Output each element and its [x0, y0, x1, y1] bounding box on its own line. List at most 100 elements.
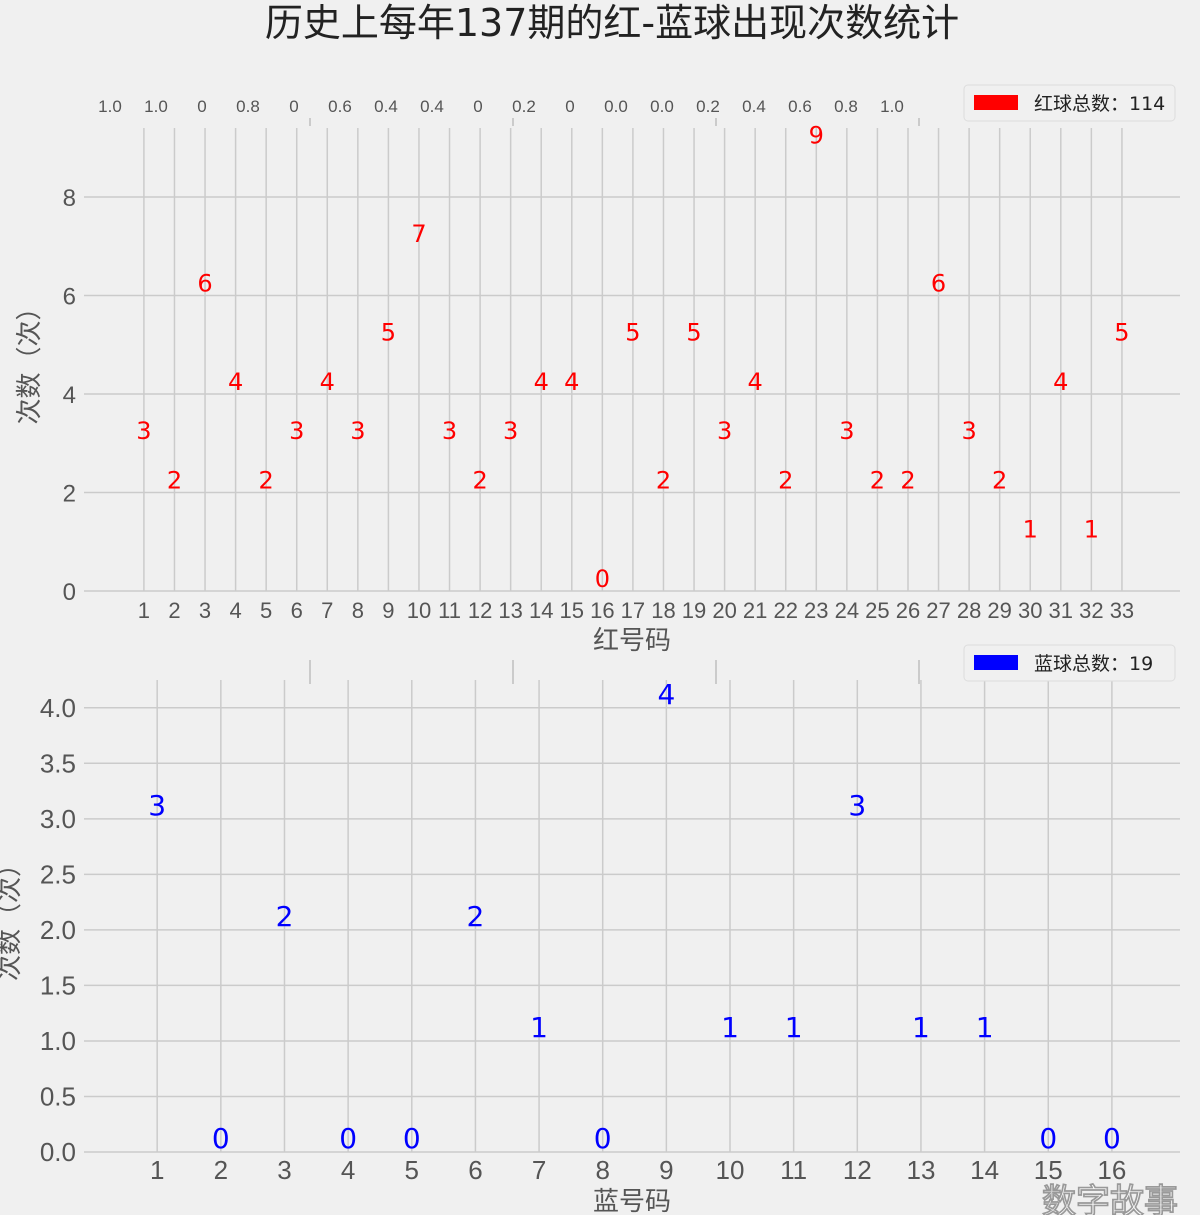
- y-tick-label: 3.5: [40, 748, 76, 778]
- ghost-tick-label: 0.2: [512, 97, 536, 116]
- bar-value-label: 2: [900, 466, 915, 494]
- x-tick-label: 4: [229, 598, 241, 623]
- ghost-tick-label: 1.0: [880, 97, 904, 116]
- y-tick-label: 4: [63, 382, 76, 409]
- ghost-tick-label: 0: [565, 97, 574, 116]
- y-tick-label: 1.5: [40, 970, 76, 1000]
- bar-value-label: 2: [472, 466, 487, 494]
- ghost-tick-label: 0.8: [236, 97, 260, 116]
- x-tick-label: 23: [804, 598, 828, 623]
- legend-box: [963, 84, 1176, 122]
- bar-value-label: 2: [778, 466, 793, 494]
- ghost-tick-label: 0.4: [374, 97, 398, 116]
- x-tick-label: 30: [1018, 598, 1042, 623]
- x-tick-label: 10: [716, 1155, 745, 1185]
- bar-value-label: 4: [1053, 368, 1068, 396]
- bar-value-label: 3: [848, 789, 866, 822]
- x-tick-label: 14: [529, 598, 553, 623]
- ghost-tick-label: 1.0: [98, 97, 122, 116]
- x-tick-label: 15: [560, 598, 584, 623]
- bar-value-label: 3: [839, 417, 854, 445]
- x-tick-label: 25: [865, 598, 889, 623]
- bar-value-label: 5: [625, 319, 640, 347]
- bar-value-label: 3: [289, 417, 304, 445]
- x-tick-label: 16: [590, 598, 614, 623]
- bar-value-label: 4: [534, 368, 549, 396]
- x-tick-label: 28: [957, 598, 981, 623]
- bar-value-label: 2: [259, 466, 274, 494]
- x-tick-label: 6: [291, 598, 303, 623]
- chart-title: 历史上每年137期的红-蓝球出现次数统计: [265, 1, 959, 45]
- x-tick-label: 8: [595, 1155, 609, 1185]
- bar-value-label: 3: [136, 417, 151, 445]
- red-ball-chart: 0246831226344253647385971031121231341441…: [15, 84, 1180, 656]
- ghost-tick-label: 1.0: [144, 97, 168, 116]
- bar-value-label: 3: [503, 417, 518, 445]
- x-tick-label: 2: [214, 1155, 228, 1185]
- bar-value-label: 6: [197, 269, 212, 297]
- x-tick-label: 18: [651, 598, 675, 623]
- y-axis-label: 次数（次）: [15, 294, 45, 424]
- x-tick-label: 26: [896, 598, 920, 623]
- bar-value-label: 5: [686, 319, 701, 347]
- x-tick-label: 12: [843, 1155, 872, 1185]
- y-axis-label: 次数（次）: [0, 851, 25, 981]
- ghost-tick-label: 0.0: [650, 97, 674, 116]
- bar-value-label: 0: [1039, 1122, 1057, 1155]
- x-tick-label: 22: [773, 598, 797, 623]
- x-tick-label: 12: [468, 598, 492, 623]
- bar-value-label: 4: [564, 368, 579, 396]
- bar-value-label: 4: [320, 368, 335, 396]
- bar-value-label: 6: [931, 269, 946, 297]
- ghost-tick-label: 0.4: [420, 97, 444, 116]
- bar-value-label: 0: [403, 1122, 421, 1155]
- bar-value-label: 0: [1103, 1122, 1121, 1155]
- x-tick-label: 7: [532, 1155, 546, 1185]
- legend-label: 蓝球总数：19: [1034, 653, 1153, 675]
- bar-value-label: 2: [467, 900, 485, 933]
- y-tick-label: 0.5: [40, 1081, 76, 1111]
- x-tick-label: 27: [926, 598, 950, 623]
- bar-value-label: 7: [411, 220, 426, 248]
- x-tick-label: 13: [906, 1155, 935, 1185]
- x-tick-label: 14: [970, 1155, 999, 1185]
- y-tick-label: 4.0: [40, 693, 76, 723]
- x-tick-label: 1: [150, 1155, 164, 1185]
- bar-value-label: 1: [1023, 516, 1038, 544]
- ghost-tick-label: 0: [289, 97, 298, 116]
- bar-value-label: 5: [381, 319, 396, 347]
- x-tick-label: 24: [835, 598, 859, 623]
- x-tick-label: 5: [405, 1155, 419, 1185]
- bar-value-label: 9: [809, 122, 824, 150]
- x-tick-label: 5: [260, 598, 272, 623]
- bar-value-label: 1: [785, 1011, 803, 1044]
- bar-value-label: 2: [276, 900, 294, 933]
- bar-value-label: 2: [992, 466, 1007, 494]
- background-axis-ticks: 1.0 1.0 0 0.8 0 0.6 0.4 0.4 0 0.2 0 0.0 0.0 0.2 0.4 0.6…: [98, 97, 920, 684]
- x-tick-label: 1: [138, 598, 150, 623]
- y-tick-label: 8: [63, 185, 76, 212]
- x-tick-label: 7: [321, 598, 333, 623]
- ghost-tick-label: 0.8: [834, 97, 858, 116]
- x-tick-label: 6: [468, 1155, 482, 1185]
- x-axis-label: 蓝号码: [593, 1187, 671, 1215]
- y-tick-label: 2: [63, 480, 76, 507]
- x-tick-label: 2: [168, 598, 180, 623]
- legend-label: 红球总数：114: [1034, 93, 1165, 115]
- bar-value-label: 3: [442, 417, 457, 445]
- y-tick-label: 2.5: [40, 859, 76, 889]
- x-tick-label: 29: [987, 598, 1011, 623]
- ghost-tick-label: 0.4: [742, 97, 766, 116]
- ghost-tick-label: 0.2: [696, 97, 720, 116]
- bar-value-label: 1: [530, 1011, 548, 1044]
- x-tick-label: 11: [780, 1155, 807, 1185]
- x-tick-label: 8: [352, 598, 364, 623]
- x-tick-label: 3: [277, 1155, 291, 1185]
- y-tick-label: 1.0: [40, 1026, 76, 1056]
- bar-value-label: 1: [1084, 516, 1099, 544]
- ghost-tick-label: 0.0: [604, 97, 628, 116]
- bar-value-label: 0: [595, 565, 610, 593]
- ghost-tick-label: 0: [197, 97, 206, 116]
- x-tick-label: 9: [659, 1155, 673, 1185]
- bar-value-label: 0: [594, 1122, 612, 1155]
